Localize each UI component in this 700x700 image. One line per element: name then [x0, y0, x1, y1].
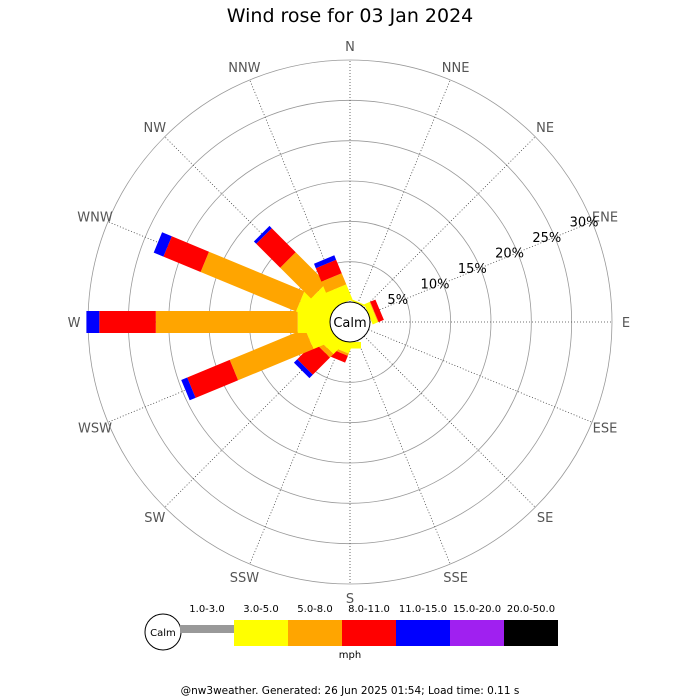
ring-labels: 5% 10% 15% 20% 25% 30%	[387, 216, 598, 308]
light-wind-fan-w	[316, 315, 331, 329]
direction-label-nnw: NNW	[228, 61, 260, 76]
legend-label-20.0-50.0: 20.0-50.0	[507, 604, 555, 615]
legend-swatch-20.0-50.0	[504, 620, 558, 646]
bar-wnw-11.0-15.0	[153, 232, 172, 257]
bar-w-11.0-15.0	[86, 311, 100, 333]
light-wind-fan-sw	[321, 333, 339, 351]
calm-label: Calm	[333, 316, 366, 331]
spoke-ese	[368, 329, 593, 423]
spoke-ssw	[249, 340, 343, 565]
direction-label-wnw: WNW	[77, 210, 113, 225]
bar-nne-3.0-5.0	[347, 297, 369, 308]
legend-label-1.0-3.0: 1.0-3.0	[189, 604, 224, 615]
light-wind-fan-nw	[321, 293, 339, 311]
direction-label-e: E	[622, 316, 630, 331]
ring-label-30: 30%	[570, 216, 599, 231]
calm-circle	[329, 301, 371, 343]
light-wind-fan-nnw	[331, 288, 347, 306]
ring-label-25: 25%	[532, 231, 561, 246]
legend-swatch-5.0-8.0	[288, 620, 342, 646]
direction-label-sse: SSE	[443, 571, 468, 586]
spoke-ne	[363, 136, 536, 309]
direction-label-s: S	[346, 592, 354, 607]
direction-label-se: SE	[537, 511, 553, 526]
bar-sw-8.0-11.0	[297, 342, 330, 375]
ring-label-20: 20%	[495, 247, 524, 262]
ring-label-10: 10%	[421, 277, 450, 292]
bar-ene-3.0-5.0	[364, 302, 378, 325]
legend-swatch-11.0-15.0	[396, 620, 450, 646]
legend-label-5.0-8.0: 5.0-8.0	[297, 604, 332, 615]
spoke-sse	[357, 340, 451, 565]
spoke-nne	[357, 79, 451, 304]
bar-nnw-8.0-11.0	[315, 259, 342, 282]
bar-nw-11.0-15.0	[253, 225, 272, 244]
spoke-nw	[164, 136, 337, 309]
legend-swatch-1.0-3.0	[180, 625, 234, 633]
direction-label-ese: ESE	[593, 422, 618, 437]
direction-label-nne: NNE	[442, 61, 470, 76]
legend-calm-label: Calm	[150, 628, 176, 639]
bar-w-5.0-8.0	[155, 311, 298, 333]
bar-wsw-5.0-8.0	[229, 328, 314, 381]
bar-nnw-11.0-15.0	[314, 255, 337, 269]
legend-swatch-8.0-11.0	[342, 620, 396, 646]
light-wind-fan-wsw	[316, 325, 334, 341]
bar-wsw-11.0-15.0	[181, 377, 196, 401]
legend-swatch-15.0-20.0	[450, 620, 504, 646]
direction-label-nw: NW	[144, 121, 167, 136]
bar-wnw-5.0-8.0	[200, 251, 305, 312]
spoke-nnw	[249, 79, 343, 304]
direction-label-sw: SW	[144, 511, 165, 526]
legend-swatch-3.0-5.0	[234, 620, 288, 646]
legend-label-15.0-20.0: 15.0-20.0	[453, 604, 501, 615]
direction-label-wsw: WSW	[78, 422, 112, 437]
bar-wsw-8.0-11.0	[187, 359, 239, 398]
ring-label-15: 15%	[458, 262, 487, 277]
direction-label-ne: NE	[536, 121, 554, 136]
bar-wnw-8.0-11.0	[163, 236, 209, 272]
direction-label-ssw: SSW	[230, 571, 260, 586]
chart-title: Wind rose for 03 Jan 2024	[226, 5, 474, 27]
polar-grid: N NNE NE ENE E ESE SE SSE S SSW SW WSW W WNW NW NNW	[68, 40, 631, 607]
legend-label-11.0-15.0: 11.0-15.0	[399, 604, 447, 615]
spoke-sw	[164, 335, 337, 508]
bar-nw-5.0-8.0	[280, 252, 327, 299]
direction-label-w: W	[68, 316, 81, 331]
bar-ene-5.0-8.0	[369, 301, 379, 323]
spoke-ene	[368, 221, 593, 315]
bar-sw-11.0-15.0	[293, 359, 313, 379]
legend-units: mph	[339, 650, 361, 661]
footer-credits: @nw3weather. Generated: 26 Jun 2025 01:5…	[180, 685, 520, 697]
direction-label-n: N	[345, 40, 355, 55]
legend-label-8.0-11.0: 8.0-11.0	[348, 604, 390, 615]
bar-nnw-5.0-8.0	[321, 273, 347, 293]
wind-bars	[86, 225, 384, 401]
direction-label-ene: ENE	[592, 210, 618, 225]
bar-ene-8.0-11.0	[370, 299, 384, 322]
bar-nw-8.0-11.0	[256, 228, 296, 268]
spoke-se	[363, 335, 536, 508]
ring-label-5: 5%	[387, 293, 408, 308]
bar-w-8.0-11.0	[99, 311, 156, 333]
calm-circle-group: Calm	[329, 301, 371, 343]
speed-legend: Calm 1.0-3.0 3.0-5.0 5.0-8.0 8.0-11.0 11.0-15…	[144, 604, 558, 661]
legend-label-3.0-5.0: 3.0-5.0	[243, 604, 278, 615]
light-wind-fan-wnw	[316, 303, 334, 319]
